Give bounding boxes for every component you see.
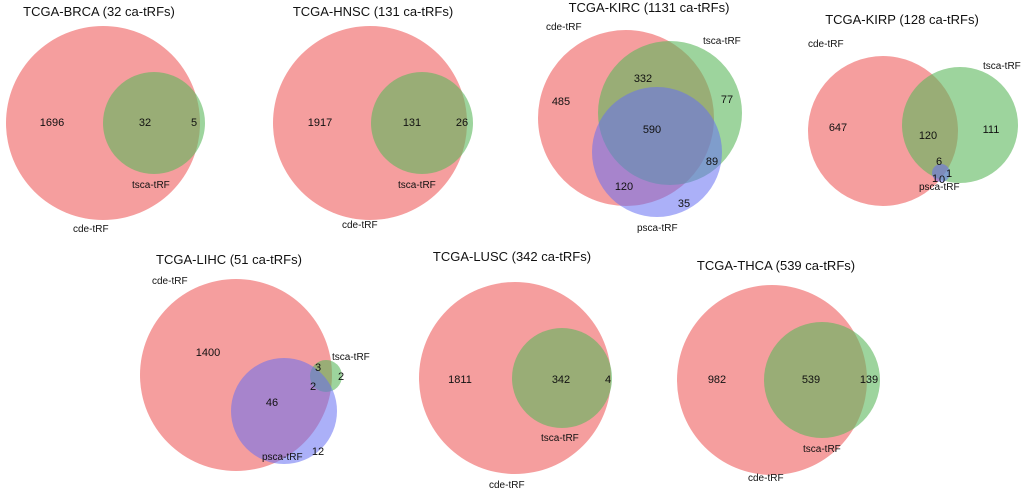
region-count-all-three: 6 xyxy=(936,156,942,168)
panel-title: TCGA-KIRC (1131 ca-tRFs) xyxy=(569,0,730,15)
set-label-tsca-trf: tsca-tRF xyxy=(132,180,170,191)
set-label-cde-trf: cde-tRF xyxy=(748,473,784,484)
region-count-cde-tsca: 120 xyxy=(919,130,937,142)
panel-title: TCGA-BRCA (32 ca-tRFs) xyxy=(23,4,175,19)
region-count-cde-tsca: 342 xyxy=(552,374,570,386)
set-label-psca-trf: psca-tRF xyxy=(637,223,678,234)
region-count-tsca-psca: 1 xyxy=(946,168,952,180)
region-count-cde-tsca: 131 xyxy=(403,117,421,129)
set-label-tsca-trf: tsca-tRF xyxy=(332,352,370,363)
panel-title: TCGA-LUSC (342 ca-tRFs) xyxy=(433,249,591,264)
region-count-psca-only: 35 xyxy=(678,198,690,210)
region-count-cde-only: 1917 xyxy=(308,117,332,129)
set-label-cde-trf: cde-tRF xyxy=(489,480,525,491)
region-count-tsca-only: 77 xyxy=(721,94,733,106)
panel-title: TCGA-HNSC (131 ca-tRFs) xyxy=(293,4,453,19)
set-circle-psca-trf xyxy=(231,358,337,464)
venn-panel-kirc: TCGA-KIRC (1131 ca-tRFs) 485 332 77 590 … xyxy=(538,0,742,234)
panel-title: TCGA-THCA (539 ca-tRFs) xyxy=(697,258,855,273)
set-label-tsca-trf: tsca-tRF xyxy=(541,433,579,444)
region-count-cde-only: 1696 xyxy=(40,117,64,129)
venn-panel-lusc: TCGA-LUSC (342 ca-tRFs) 1811 342 4 tsca-… xyxy=(419,249,612,491)
region-count-cde-tsca: 32 xyxy=(139,117,151,129)
region-count-cde-only: 647 xyxy=(829,122,847,134)
set-circle-tsca-trf xyxy=(103,72,205,174)
set-label-tsca-trf: tsca-tRF xyxy=(803,444,841,455)
region-count-cde-tsca: 539 xyxy=(802,374,820,386)
set-label-cde-trf: cde-tRF xyxy=(73,224,109,235)
panel-title: TCGA-LIHC (51 ca-tRFs) xyxy=(156,252,302,267)
set-label-cde-trf: cde-tRF xyxy=(808,39,844,50)
set-label-cde-trf: cde-tRF xyxy=(546,22,582,33)
region-count-cde-only: 1400 xyxy=(196,347,220,359)
region-count-cde-psca: 120 xyxy=(615,181,633,193)
venn-panel-thca: TCGA-THCA (539 ca-tRFs) 982 539 139 tsca… xyxy=(677,258,880,484)
venn-panel-lihc: TCGA-LIHC (51 ca-tRFs) 1400 3 2 2 46 12 … xyxy=(140,252,370,471)
region-count-all-three: 590 xyxy=(643,124,661,136)
region-count-tsca-only: 26 xyxy=(456,117,468,129)
venn-panel-brca: TCGA-BRCA (32 ca-tRFs) 1696 32 5 tsca-tR… xyxy=(6,4,205,235)
set-circle-tsca-trf xyxy=(512,328,612,428)
venn-panel-kirp: TCGA-KIRP (128 ca-tRFs) 647 120 111 6 1 … xyxy=(808,12,1021,206)
region-count-cde-tsca: 332 xyxy=(634,73,652,85)
panel-title: TCGA-KIRP (128 ca-tRFs) xyxy=(825,12,979,27)
region-count-tsca-only: 111 xyxy=(983,124,1000,136)
region-count-cde-only: 485 xyxy=(552,96,570,108)
set-circle-tsca-trf xyxy=(371,72,473,174)
set-circle-psca-trf xyxy=(932,164,950,182)
region-count-cde-psca: 1 xyxy=(932,173,938,185)
set-label-cde-trf: cde-tRF xyxy=(152,276,188,287)
set-label-psca-trf: psca-tRF xyxy=(262,452,303,463)
region-count-all-three: 2 xyxy=(310,381,316,393)
set-circle-psca-trf xyxy=(592,87,722,217)
venn-panel-hnsc: TCGA-HNSC (131 ca-tRFs) 1917 131 26 tsca… xyxy=(273,4,473,231)
region-count-tsca-only: 2 xyxy=(338,371,344,383)
region-count-cde-tsca: 3 xyxy=(315,362,321,374)
set-label-tsca-trf: tsca-tRF xyxy=(398,180,436,191)
region-count-cde-psca: 46 xyxy=(266,397,278,409)
region-count-cde-only: 982 xyxy=(708,374,726,386)
region-count-tsca-psca: 89 xyxy=(706,156,718,168)
set-label-tsca-trf: tsca-tRF xyxy=(703,36,741,47)
set-label-tsca-trf: tsca-tRF xyxy=(983,61,1021,72)
set-label-psca-trf: psca-tRF xyxy=(919,182,960,193)
set-circle-tsca-trf xyxy=(902,67,1018,183)
region-count-cde-only: 1811 xyxy=(448,374,472,386)
set-circle-tsca-trf xyxy=(764,322,880,438)
region-count-tsca-only: 4 xyxy=(605,374,611,386)
region-count-tsca-only: 5 xyxy=(191,117,197,129)
region-count-tsca-only: 139 xyxy=(860,374,878,386)
set-label-cde-trf: cde-tRF xyxy=(342,220,378,231)
region-count-psca-only: 12 xyxy=(312,446,324,458)
region-count-psca-only: 0 xyxy=(939,174,945,186)
